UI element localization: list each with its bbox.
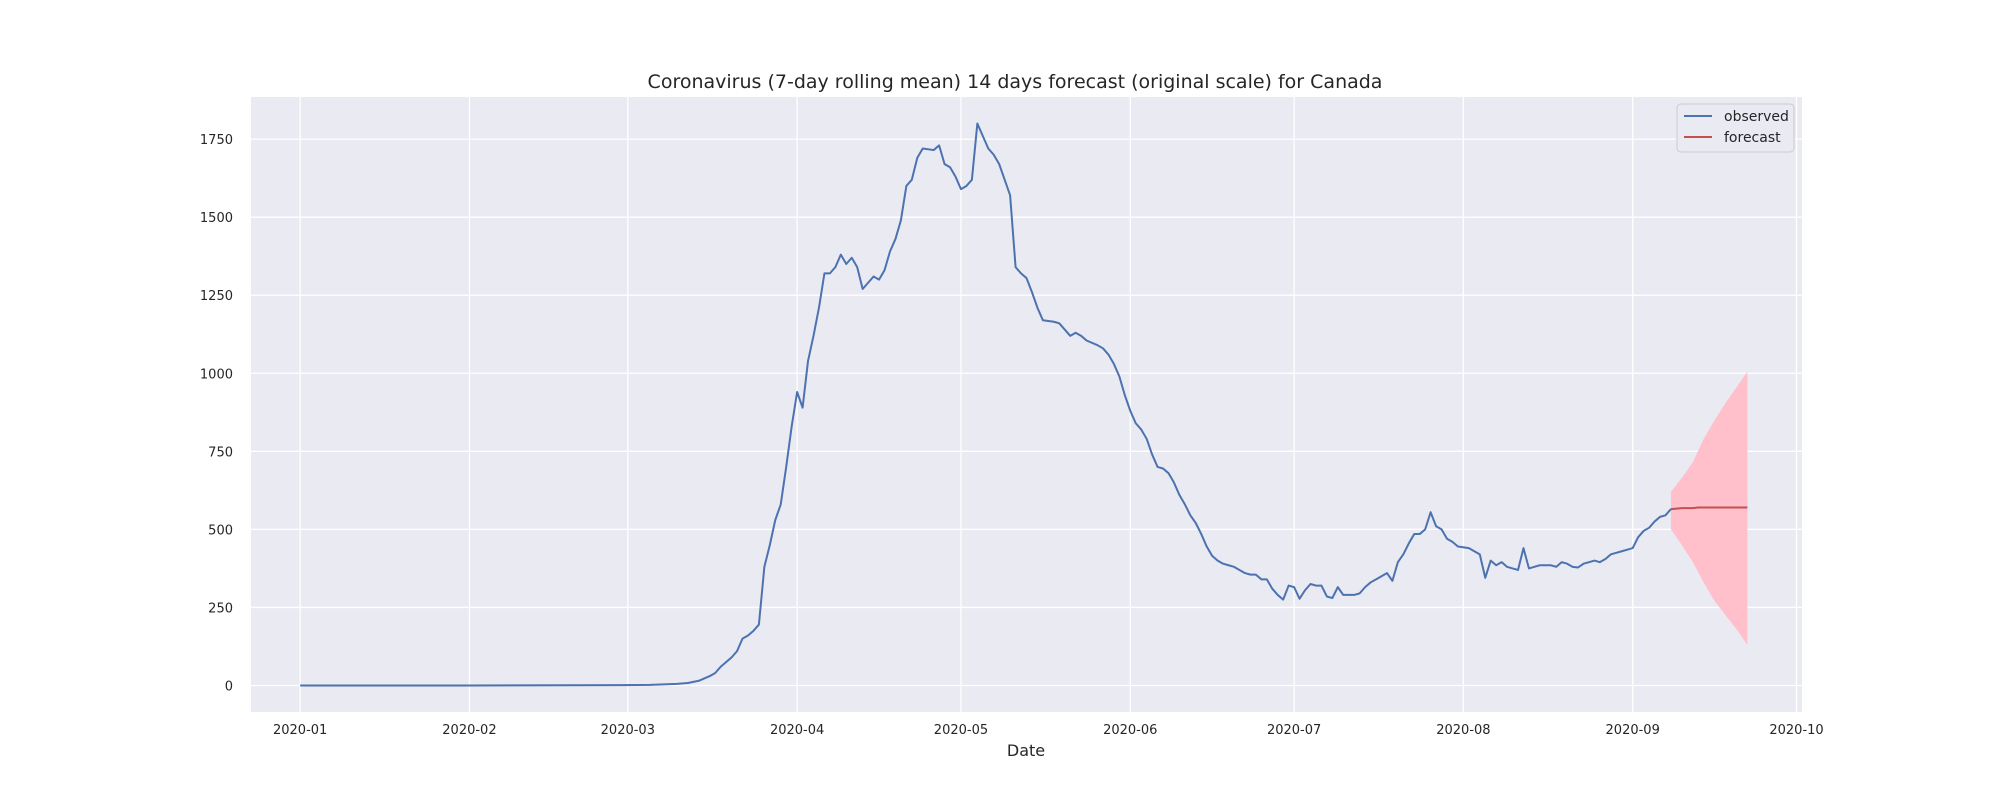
x-tick-label: 2020-07 <box>1267 723 1321 738</box>
x-tick-label: 2020-08 <box>1436 723 1490 738</box>
y-tick-label: 250 <box>208 601 233 616</box>
forecast-series-line <box>1670 506 1748 511</box>
y-tick-label: 750 <box>208 445 233 460</box>
y-tick-label: 1250 <box>200 289 233 304</box>
x-tick-label: 2020-05 <box>934 723 988 738</box>
x-tick-label: 2020-06 <box>1103 723 1157 738</box>
x-tick-label: 2020-10 <box>1769 723 1823 738</box>
y-tick-label: 0 <box>225 679 233 694</box>
grid-lines <box>251 97 1802 712</box>
x-tick-label: 2020-03 <box>601 723 655 738</box>
x-tick-label: 2020-09 <box>1606 723 1660 738</box>
x-axis: 2020-01 2020-02 2020-03 2020-04 2020-05 2020-… <box>273 723 1824 738</box>
x-tick-label: 2020-02 <box>442 723 496 738</box>
series-lines-layer <box>300 122 1748 687</box>
y-tick-label: 500 <box>208 523 233 538</box>
y-tick-label: 1000 <box>200 367 233 382</box>
y-axis: 0 250 500 750 1000 1250 1500 1750 <box>200 133 233 694</box>
y-tick-label: 1500 <box>200 211 233 226</box>
legend: observed forecast <box>1676 103 1795 153</box>
plot-area <box>251 97 1802 712</box>
y-tick-label: 1750 <box>200 133 233 148</box>
x-axis-label: Date <box>1007 741 1045 760</box>
observed-series-line <box>300 122 1672 687</box>
x-tick-label: 2020-04 <box>770 723 824 738</box>
legend-observed-label: observed <box>1724 109 1789 125</box>
x-tick-label: 2020-01 <box>273 723 327 738</box>
chart-title: Coronavirus (7-day rolling mean) 14 days… <box>648 71 1383 93</box>
legend-forecast-label: forecast <box>1724 130 1781 146</box>
